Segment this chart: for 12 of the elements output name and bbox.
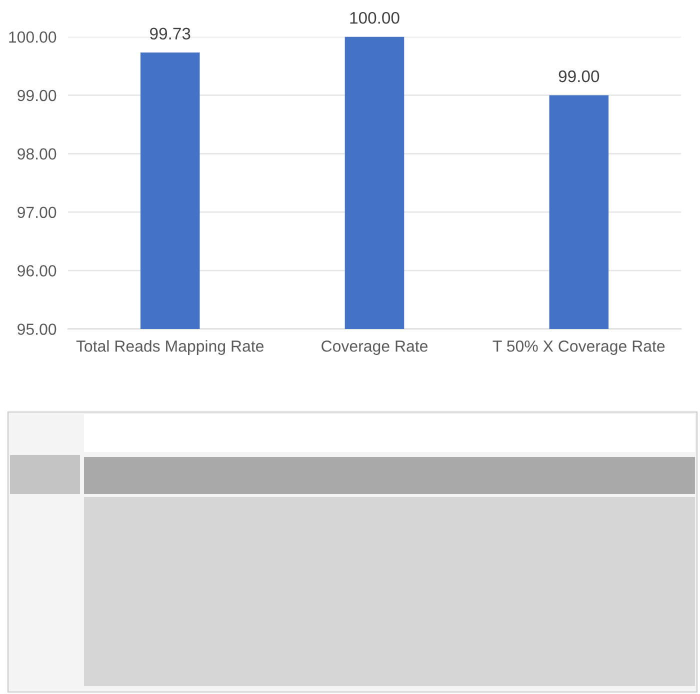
x-tick-label: T 50% X Coverage Rate <box>492 340 665 355</box>
data-label: 100.00 <box>350 12 400 24</box>
y-tick-label: 95.00 <box>18 324 56 335</box>
y-tick-label: 98.00 <box>18 148 56 160</box>
y-tick-label: 96.00 <box>18 265 56 276</box>
y-tick-label: 97.00 <box>18 206 56 218</box>
x-tick-label: Coverage Rate <box>322 340 428 355</box>
x-tick-label: Total Reads Mapping Rate <box>76 340 264 355</box>
y-tick-label: 100.00 <box>9 31 56 43</box>
y-tick-label: 99.00 <box>18 90 56 102</box>
data-label: 99.73 <box>150 28 190 40</box>
data-label: 99.00 <box>558 70 600 82</box>
